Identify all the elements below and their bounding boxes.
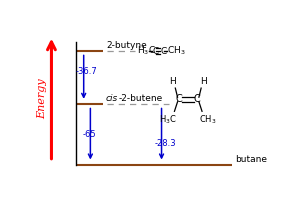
Text: -36.7: -36.7 [76, 67, 98, 76]
Text: Energy: Energy [38, 78, 48, 119]
Text: C: C [176, 95, 183, 104]
Text: 2-butyne: 2-butyne [106, 41, 147, 50]
Text: $\mathrm{H_3C}$: $\mathrm{H_3C}$ [137, 45, 156, 57]
Text: cis: cis [106, 94, 118, 103]
Text: butane: butane [235, 155, 267, 164]
Text: -28.3: -28.3 [155, 139, 177, 148]
Text: $\mathrm{CH_3}$: $\mathrm{CH_3}$ [199, 114, 217, 126]
Text: H: H [169, 77, 176, 86]
Text: $\mathrm{C}$: $\mathrm{C}$ [152, 46, 159, 57]
Text: -2-butene: -2-butene [118, 94, 162, 103]
Text: H: H [200, 77, 207, 86]
Text: C: C [194, 95, 201, 104]
Text: -65: -65 [83, 130, 96, 139]
Text: $\mathrm{CH_3}$: $\mathrm{CH_3}$ [167, 45, 186, 57]
Text: $\mathrm{H_3C}$: $\mathrm{H_3C}$ [159, 114, 177, 126]
Text: $\mathrm{C}$: $\mathrm{C}$ [160, 46, 168, 57]
